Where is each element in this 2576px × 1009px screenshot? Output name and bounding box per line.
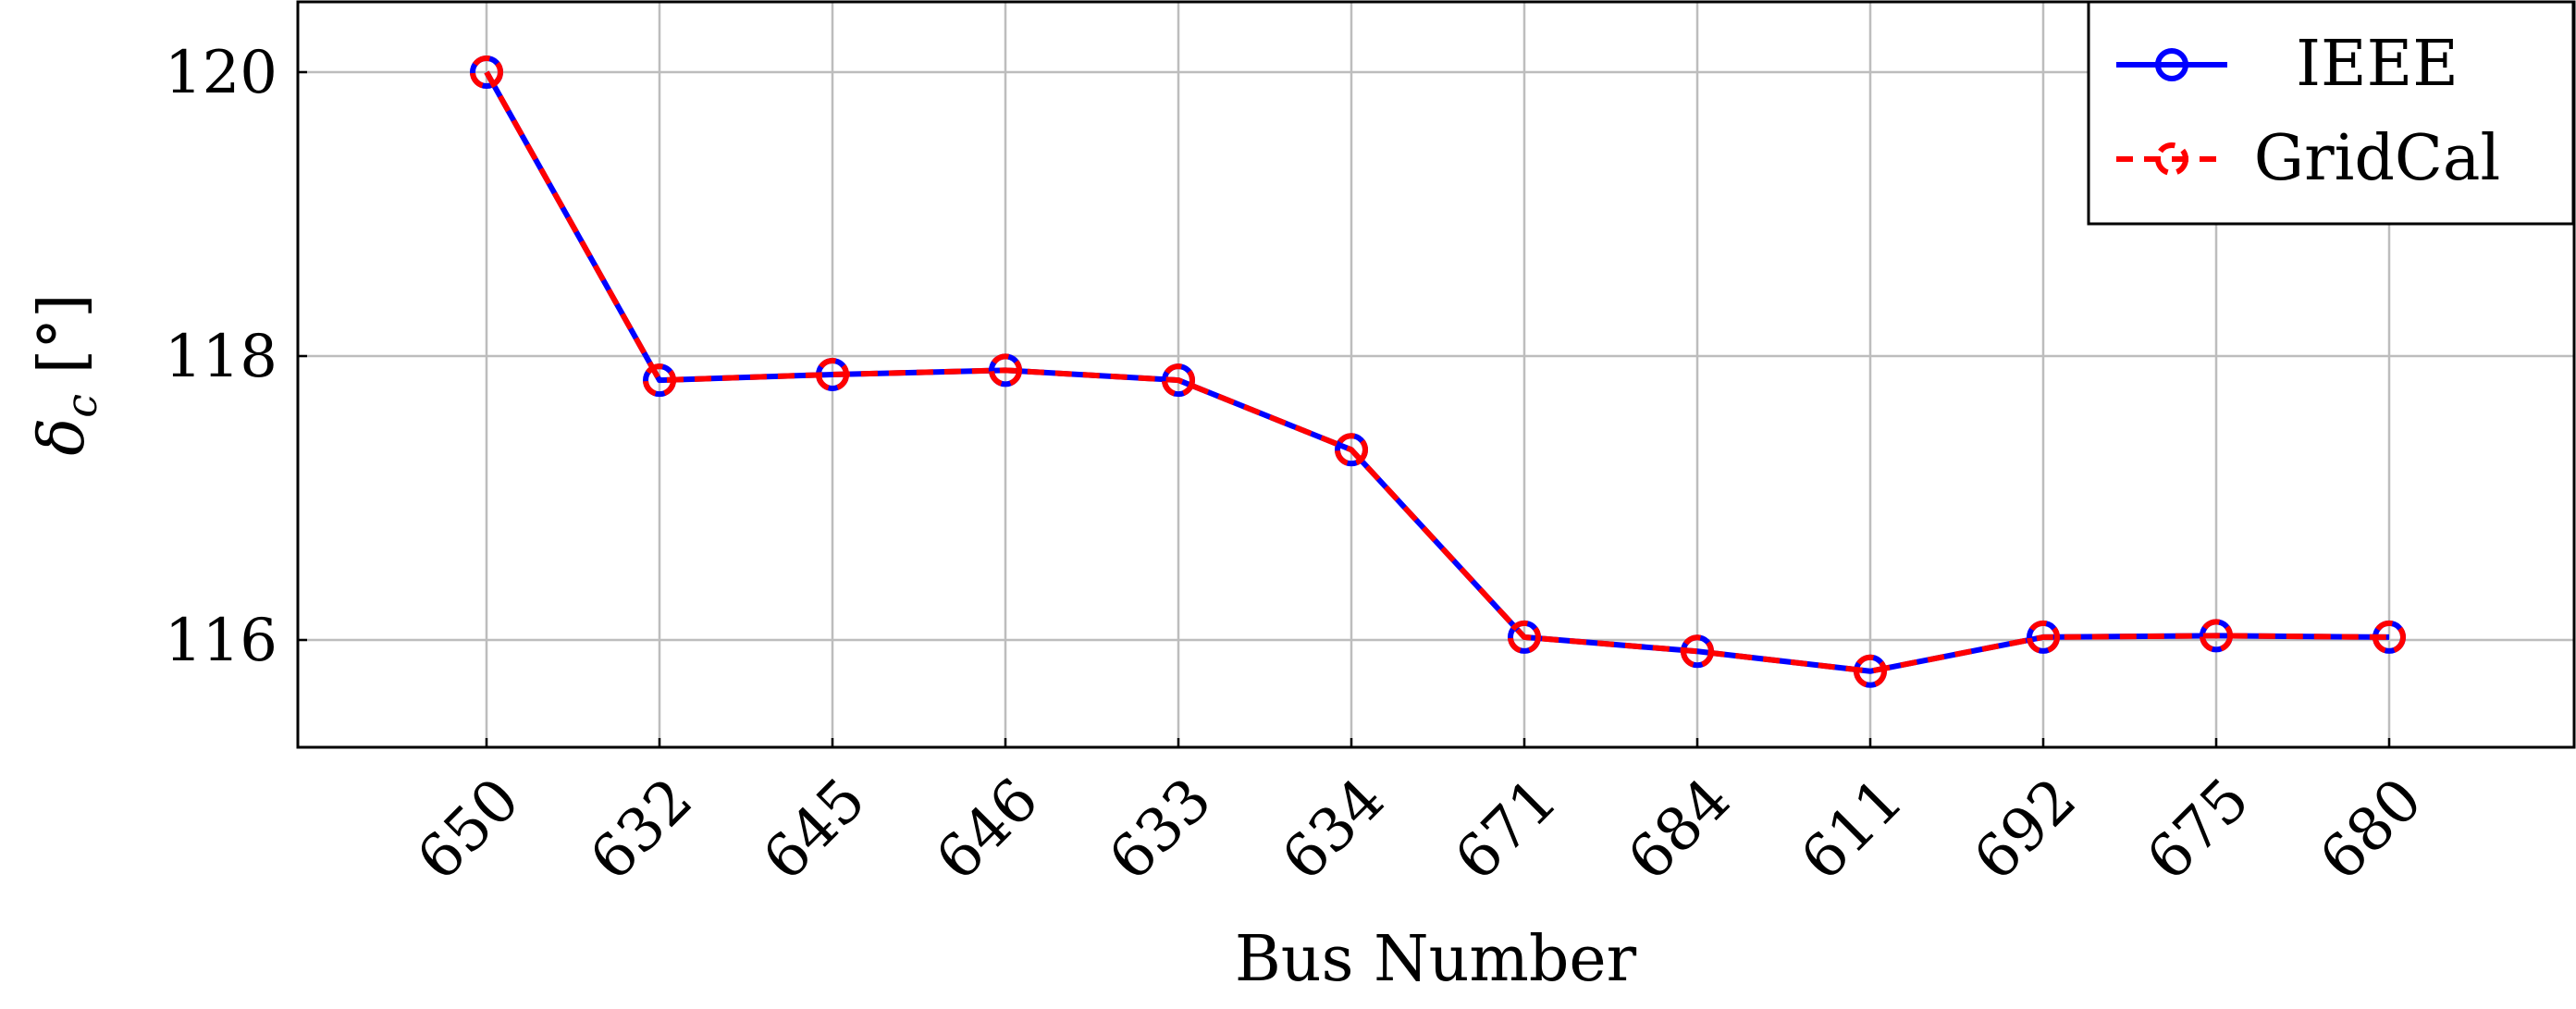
data-point-gridcal	[1681, 634, 1714, 669]
data-point-gridcal	[1508, 620, 1541, 654]
legend-label-gridcal: GridCal	[2254, 122, 2500, 195]
y-axis-label-symbol: δ	[26, 418, 99, 456]
data-point-gridcal	[1854, 654, 1887, 688]
data-point-gridcal	[1162, 363, 1195, 398]
legend-entry-ieee: IEEE	[2116, 28, 2459, 101]
data-point-gridcal	[1335, 433, 1368, 467]
legend-marker-ieee	[2155, 48, 2188, 81]
legend-entry-gridcal: GridCal	[2116, 122, 2500, 195]
data-point-gridcal	[989, 353, 1022, 388]
y-tick-label: 120	[165, 39, 277, 107]
legend-marker-gridcal	[2155, 142, 2188, 176]
series-layer	[470, 55, 2406, 688]
legend-label-ieee: IEEE	[2296, 28, 2459, 101]
y-axis-label-subscript: c	[56, 394, 106, 418]
data-point-gridcal	[2373, 620, 2406, 654]
x-axis-label: Bus Number	[1235, 923, 1637, 996]
plot-frame	[296, 0, 2576, 749]
data-point-gridcal	[2027, 620, 2060, 654]
y-tick-label: 116	[165, 607, 277, 675]
y-axis-label-unit: [°]	[26, 293, 99, 374]
svg-text:δc [°]: δc [°]	[26, 293, 106, 455]
series-gridcal	[470, 55, 2406, 688]
y-tick-label: 118	[165, 323, 277, 391]
y-axis-label: δc [°]	[26, 293, 106, 455]
legend-box	[2087, 0, 2575, 226]
data-point-gridcal	[816, 357, 849, 391]
data-point-gridcal	[470, 55, 503, 89]
series-line-gridcal	[484, 70, 2390, 674]
y-tick-labels: 116 118 120	[165, 39, 277, 675]
data-point-gridcal	[2200, 619, 2233, 653]
legend: IEEE GridCal	[2087, 0, 2575, 226]
data-point-gridcal	[643, 363, 676, 398]
